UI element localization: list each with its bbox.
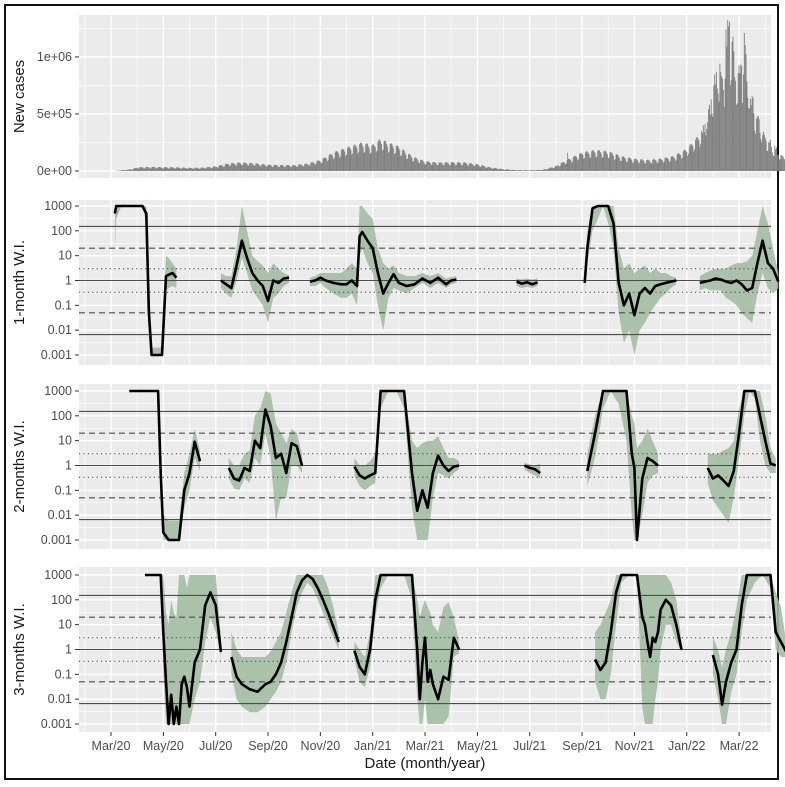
x-axis-title: Date (month/year): [365, 755, 486, 772]
y-axis-title: 3-months W.I.: [11, 603, 28, 696]
wi-line: [129, 389, 202, 542]
x-tick-label: Nov/20: [301, 739, 341, 753]
x-tick-label: Sep/21: [562, 739, 602, 753]
y-tick-label: 1e+06: [37, 50, 72, 64]
panel-2: 1-month W.I. 0.001 0.01 0.1 1 10 100 1000: [11, 199, 780, 365]
y-tick-label: 1: [65, 274, 72, 288]
x-tick-label: May/20: [143, 739, 184, 753]
y-tick-label: 0e+00: [37, 164, 72, 178]
y-tick-label: 100: [51, 593, 72, 607]
x-tick-label: Jan/21: [354, 739, 392, 753]
y-axis-title: New cases: [11, 60, 28, 133]
x-tick-label: Jul/21: [513, 739, 546, 753]
y-tick-label: 1000: [44, 384, 72, 398]
x-tick-label: Jul/20: [199, 739, 232, 753]
confidence-ribbon: [707, 391, 776, 523]
y-tick-label: 10: [58, 434, 72, 448]
confidence-ribbon: [228, 391, 302, 521]
confidence-ribbon: [309, 206, 457, 331]
wi-line: [230, 573, 340, 694]
chart-panels: New cases 0e+00 5e+05 1e+06 1-month W.I. 0.00…: [11, 15, 785, 732]
y-tick-label: 10: [58, 618, 72, 632]
y-tick-label: 5e+05: [37, 107, 72, 121]
y-tick-label: 0.1: [55, 667, 72, 681]
x-tick-label: May/21: [457, 739, 498, 753]
y-tick-label: 1000: [44, 199, 72, 213]
x-tick-label: Mar/22: [720, 739, 759, 753]
panel-1: New cases 0e+00 5e+05 1e+06: [11, 15, 785, 178]
y-tick-label: 0.001: [41, 717, 72, 731]
y-tick-label: 0.1: [55, 298, 72, 312]
y-tick-label: 0.01: [48, 692, 72, 706]
y-tick-label: 1000: [44, 568, 72, 582]
x-tick-label: Mar/20: [92, 739, 131, 753]
wi-line: [586, 389, 659, 542]
wi-line: [353, 389, 460, 513]
confidence-ribbon: [699, 206, 779, 323]
wi-line: [353, 573, 461, 701]
x-tick-label: Nov/21: [615, 739, 655, 753]
panel-4: 3-months W.I. 0.001 0.01 0.1 1 10 100 1000: [11, 567, 785, 732]
wi-line: [227, 408, 304, 482]
new-cases-bars: [115, 20, 785, 172]
y-tick-label: 1: [65, 459, 72, 473]
y-tick-label: 0.1: [55, 483, 72, 497]
y-tick-label: 1: [65, 643, 72, 657]
wi-line: [220, 239, 290, 303]
y-axis-title: 1-month W.I.: [11, 240, 28, 325]
confidence-ribbon: [712, 575, 785, 724]
y-tick-label: 100: [51, 224, 72, 238]
wi-line: [516, 280, 539, 286]
wi-line: [711, 573, 785, 707]
wi-line: [113, 204, 178, 357]
wi-line: [523, 464, 541, 475]
panel-3: 2-months W.I. 0.001 0.01 0.1 1 10 100 1000: [11, 384, 777, 549]
x-tick-label: Jan/22: [668, 739, 706, 753]
confidence-ribbon: [220, 206, 289, 323]
wi-line: [145, 573, 223, 726]
y-tick-label: 10: [58, 249, 72, 263]
x-axis: Mar/20 May/20 Jul/20 Sep/20 Nov/20 Jan/21 Mar/…: [92, 732, 759, 753]
y-tick-label: 0.001: [41, 533, 72, 547]
wi-line: [593, 573, 683, 672]
wi-line: [309, 230, 457, 295]
wi-line: [699, 239, 780, 292]
wi-line: [583, 204, 677, 317]
y-tick-label: 100: [51, 409, 72, 423]
y-tick-label: 0.01: [48, 508, 72, 522]
wi-line: [706, 389, 777, 488]
y-tick-label: 0.001: [41, 348, 72, 362]
x-tick-label: Mar/21: [406, 739, 445, 753]
y-axis-title: 2-months W.I.: [11, 420, 28, 513]
y-tick-label: 0.01: [48, 323, 72, 337]
x-tick-label: Sep/20: [248, 739, 288, 753]
